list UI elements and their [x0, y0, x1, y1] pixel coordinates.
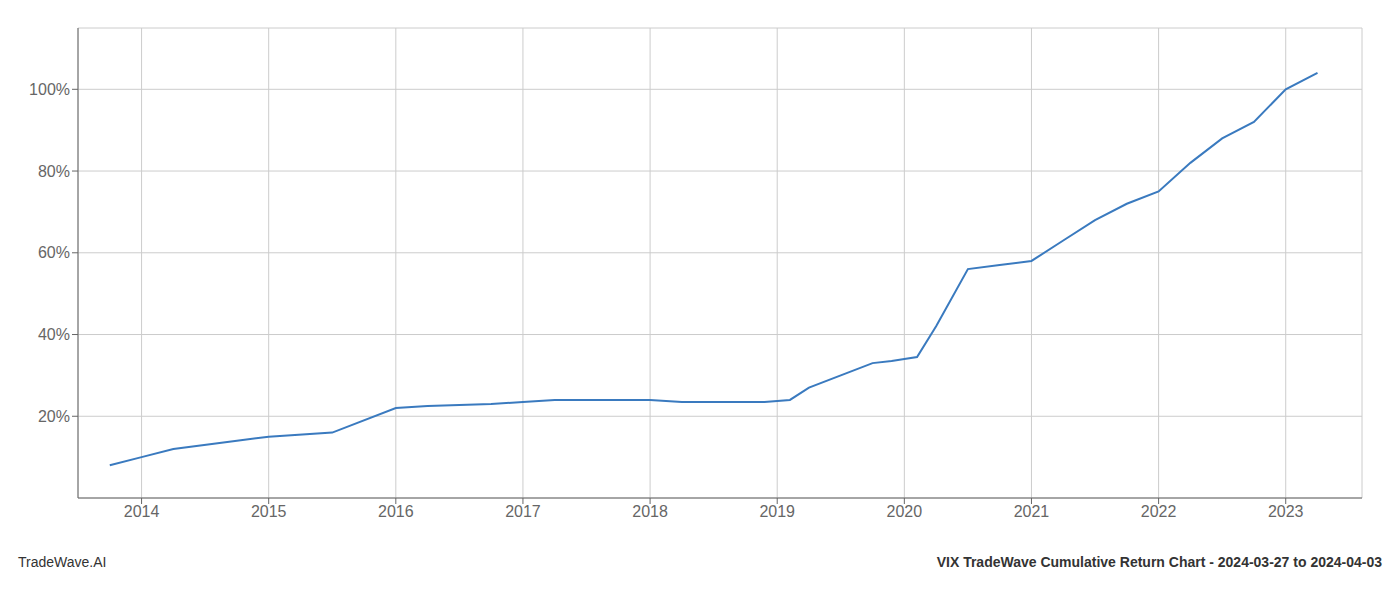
svg-text:60%: 60% [38, 244, 70, 261]
svg-text:2022: 2022 [1141, 503, 1177, 520]
svg-text:2016: 2016 [378, 503, 414, 520]
svg-text:2021: 2021 [1014, 503, 1050, 520]
svg-text:100%: 100% [29, 81, 70, 98]
svg-text:2017: 2017 [505, 503, 541, 520]
svg-text:2018: 2018 [632, 503, 668, 520]
html-text:VIX TradeWave Cumulative Retur: VIX TradeWave Cumulative Return Chart - … [936, 554, 1382, 570]
svg-text:2019: 2019 [759, 503, 795, 520]
svg-text:2020: 2020 [887, 503, 923, 520]
svg-text:80%: 80% [38, 163, 70, 180]
svg-text:40%: 40% [38, 326, 70, 343]
svg-text:2015: 2015 [251, 503, 287, 520]
svg-text:2023: 2023 [1268, 503, 1304, 520]
html-text:TradeWave.AI: TradeWave.AI [18, 554, 107, 570]
svg-text:2014: 2014 [124, 503, 160, 520]
svg-text:20%: 20% [38, 408, 70, 425]
